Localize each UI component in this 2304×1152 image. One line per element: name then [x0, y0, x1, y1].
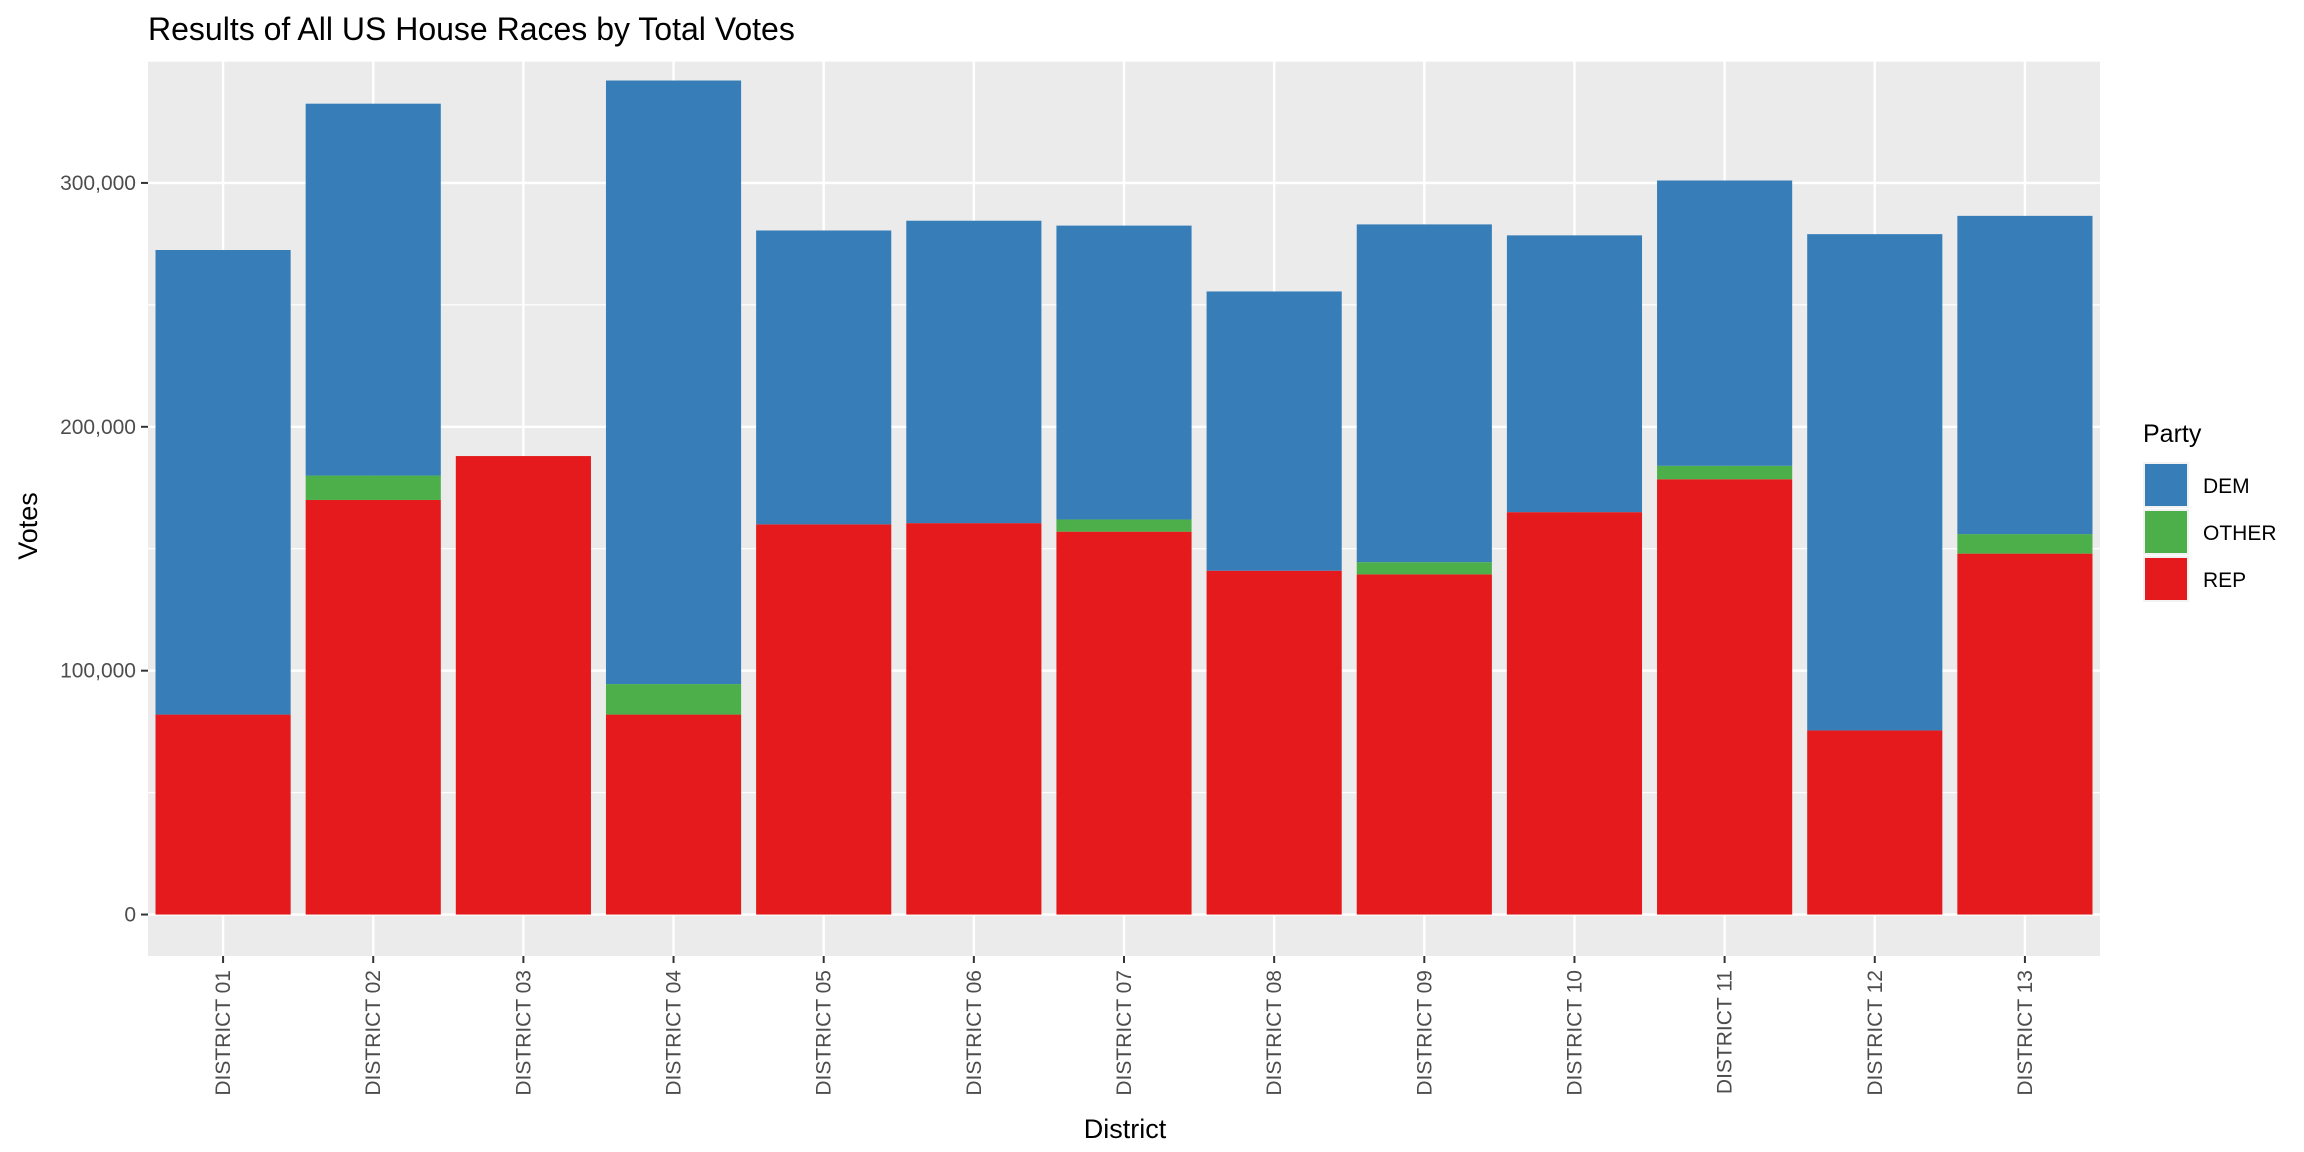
x-tick-label: DISTRICT 01: [212, 970, 235, 1096]
legend-key-rep: [2145, 558, 2187, 600]
bar-other-district-07: [1056, 519, 1192, 532]
bar-rep-district-12: [1807, 730, 1943, 915]
chart-title: Results of All US House Races by Total V…: [148, 11, 795, 47]
x-tick-label: DISTRICT 02: [362, 970, 385, 1096]
x-tick-label: DISTRICT 07: [1113, 970, 1136, 1096]
bar-rep-district-05: [756, 524, 892, 915]
bar-dem-district-10: [1506, 235, 1643, 513]
series-rep: [155, 456, 2093, 915]
legend-title: Party: [2143, 420, 2202, 448]
bar-dem-district-05: [756, 230, 892, 525]
bar-dem-district-13: [1957, 215, 2093, 535]
bar-rep-district-08: [1206, 570, 1342, 915]
plot-panel: [148, 60, 2100, 956]
bar-other-district-09: [1356, 562, 1492, 575]
bar-rep-district-11: [1657, 479, 1793, 915]
x-tick-label: DISTRICT 08: [1263, 970, 1286, 1096]
y-tick-label: 100,000: [60, 660, 136, 683]
legend: Party DEM OTHER REP: [2143, 420, 2277, 602]
series-dem: [155, 80, 2093, 731]
bar-dem-district-09: [1356, 224, 1492, 563]
bar-dem-district-06: [906, 220, 1042, 524]
x-tick-label: DISTRICT 13: [2014, 970, 2037, 1096]
y-tick-label: 300,000: [60, 172, 136, 195]
bar-rep-district-07: [1056, 531, 1192, 915]
y-tick-label: 200,000: [60, 416, 136, 439]
bar-dem-district-08: [1206, 291, 1342, 571]
bar-rep-district-03: [455, 456, 591, 915]
x-tick-label: DISTRICT 06: [963, 970, 986, 1096]
series-other: [305, 465, 2093, 715]
x-tick-label: DISTRICT 05: [813, 970, 836, 1096]
y-tick-label: 0: [124, 904, 136, 927]
bar-dem-district-12: [1807, 234, 1943, 731]
bar-rep-district-02: [305, 499, 441, 915]
bar-dem-district-07: [1056, 225, 1192, 520]
x-tick-label: DISTRICT 04: [663, 970, 686, 1096]
legend-label-rep: REP: [2203, 569, 2246, 592]
bar-other-district-13: [1957, 534, 2093, 554]
bar-rep-district-13: [1957, 553, 2093, 915]
legend-key-other: [2145, 511, 2187, 553]
bar-other-district-02: [305, 475, 441, 500]
x-tick-label: DISTRICT 11: [1714, 970, 1737, 1094]
bar-other-district-11: [1657, 465, 1793, 480]
x-tick-label: DISTRICT 09: [1413, 970, 1436, 1096]
y-axis: 0 100,000 200,000 300,000: [60, 172, 148, 927]
x-tick-label: DISTRICT 10: [1563, 970, 1586, 1096]
x-tick-label: DISTRICT 03: [512, 970, 535, 1096]
x-axis: DISTRICT 01 DISTRICT 02 DISTRICT 03 DISTRIC…: [212, 956, 2037, 1096]
bar-other-district-04: [605, 684, 742, 715]
bar-dem-district-01: [155, 249, 291, 715]
bar-rep-district-01: [155, 714, 291, 915]
bar-dem-district-11: [1657, 180, 1793, 466]
bar-rep-district-06: [906, 523, 1042, 915]
legend-label-other: OTHER: [2203, 522, 2277, 545]
x-tick-label: DISTRICT 12: [1864, 970, 1887, 1096]
legend-key-dem: [2145, 464, 2187, 506]
bar-dem-district-04: [605, 80, 742, 685]
bar-dem-district-02: [305, 103, 441, 476]
x-axis-title: District: [1084, 1114, 1167, 1144]
legend-label-dem: DEM: [2203, 475, 2250, 498]
y-axis-title: Votes: [13, 492, 43, 560]
bar-rep-district-10: [1506, 512, 1643, 915]
bar-rep-district-04: [605, 714, 742, 915]
bar-rep-district-09: [1356, 574, 1492, 915]
